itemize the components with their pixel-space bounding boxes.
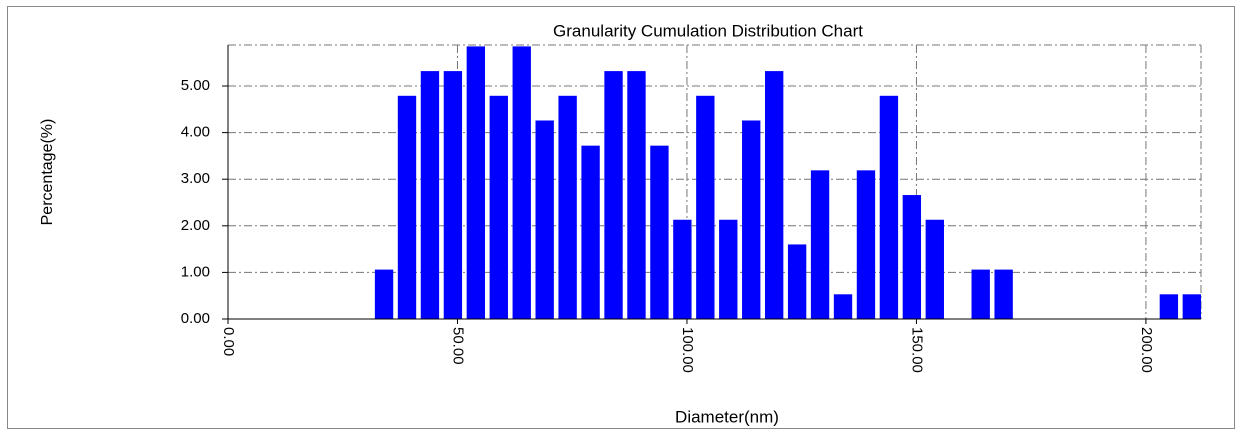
bar (604, 71, 623, 319)
bar (742, 120, 761, 319)
y-tick-label: 3.00 (181, 170, 210, 187)
bar (558, 95, 577, 320)
bar (925, 219, 944, 319)
y-tick-label: 1.00 (181, 263, 210, 280)
bar (581, 145, 600, 319)
bar (994, 269, 1013, 319)
bar (443, 71, 463, 319)
bar (787, 244, 807, 319)
bar (535, 120, 554, 319)
bar (489, 95, 508, 320)
x-tick-label: 100.00 (679, 327, 696, 373)
bar (696, 95, 715, 320)
bar (833, 294, 853, 319)
chart-title: Granularity Cumulation Distribution Char… (553, 21, 863, 40)
bar (673, 219, 692, 319)
bar (856, 170, 876, 319)
bar (627, 71, 646, 319)
bar (1159, 294, 1179, 319)
y-tick-label: 5.00 (181, 77, 210, 94)
x-tick-label: 150.00 (908, 327, 925, 373)
bar (971, 269, 990, 319)
frame (7, 6, 1235, 429)
bar (397, 95, 417, 320)
x-tick-label: 0.00 (220, 327, 237, 356)
y-tick-label: 2.00 (181, 217, 210, 234)
bar (420, 71, 440, 319)
y-axis-label: Percentage(%) (39, 119, 56, 226)
x-axis-label: Diameter(nm) (675, 407, 779, 426)
x-tick-label: 200.00 (1138, 327, 1155, 373)
bar (879, 95, 899, 320)
bar (764, 71, 784, 319)
bar (650, 145, 669, 319)
bar (512, 46, 531, 320)
bar (374, 269, 394, 319)
bar (810, 170, 830, 319)
bar (466, 46, 486, 320)
y-tick-label: 4.00 (181, 124, 210, 141)
bar (719, 219, 738, 319)
y-tick-label: 0.00 (181, 310, 210, 327)
bar (902, 195, 922, 319)
bar (1182, 294, 1201, 319)
x-tick-label: 50.00 (450, 327, 467, 365)
